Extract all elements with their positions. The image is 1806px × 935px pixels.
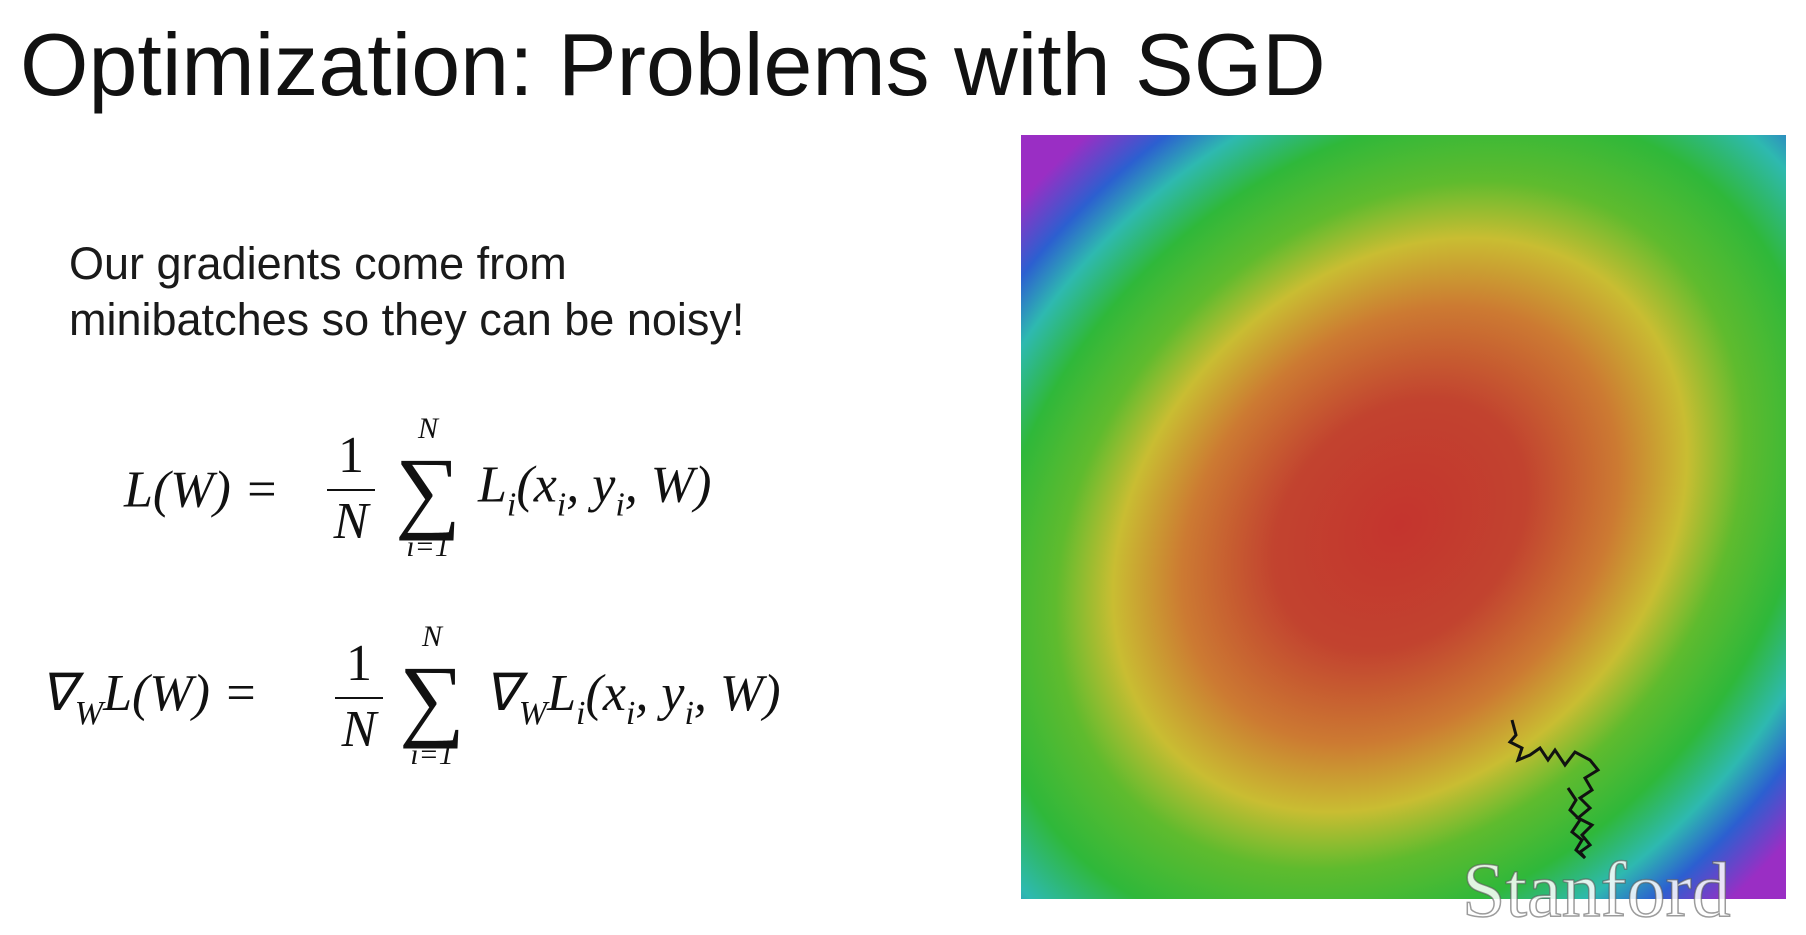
sum-sign: ∑ xyxy=(395,439,461,541)
body-text: Our gradients come from xyxy=(69,238,567,289)
numerator: 1 xyxy=(346,635,372,692)
math-text: L(W) = xyxy=(103,665,259,722)
math-text: , y xyxy=(566,456,616,514)
math-text: ∇ xyxy=(484,665,519,722)
math-text: , W) xyxy=(693,665,781,722)
lhs: L(W) = xyxy=(124,461,279,520)
numerator: 1 xyxy=(338,427,364,484)
slide-title: Optimization: Problems with SGD xyxy=(20,15,1326,114)
watermark: Stanford xyxy=(1461,845,1731,934)
subscript: i xyxy=(506,486,517,524)
sum-lower: i=1 xyxy=(406,530,450,563)
sum-upper: N xyxy=(421,620,443,653)
math-text: (x xyxy=(585,665,626,722)
rhs: ∇WLi(xi, yi, W) xyxy=(484,663,781,733)
math-text: ∇ xyxy=(40,665,75,722)
subscript: i xyxy=(625,695,636,732)
math-text: L xyxy=(547,665,577,722)
body-text: minibatches so they can be noisy! xyxy=(69,294,745,345)
sum-sign: ∑ xyxy=(399,647,465,749)
math-text: , W) xyxy=(624,456,712,514)
math-text: L(W) = xyxy=(124,461,279,519)
fraction-bar xyxy=(335,697,383,699)
rhs: Li(xi, yi, W) xyxy=(478,456,711,525)
subscript: W xyxy=(74,695,104,732)
sum-upper: N xyxy=(417,412,439,445)
subscript: i xyxy=(556,486,567,524)
math-text: L xyxy=(478,456,507,514)
subscript: W xyxy=(518,695,548,732)
denominator: N xyxy=(341,701,377,758)
heatmap xyxy=(1021,135,1786,899)
subscript: i xyxy=(684,695,694,732)
denominator: N xyxy=(333,493,369,550)
math-text: (x xyxy=(516,456,557,514)
fraction-bar xyxy=(327,489,375,491)
sgd-path xyxy=(1507,719,1601,860)
subscript: i xyxy=(615,486,625,524)
sum-lower: i=1 xyxy=(410,738,454,771)
math-text: , y xyxy=(635,665,685,722)
lhs: ∇WL(W) = xyxy=(40,663,258,733)
subscript: i xyxy=(576,695,586,732)
